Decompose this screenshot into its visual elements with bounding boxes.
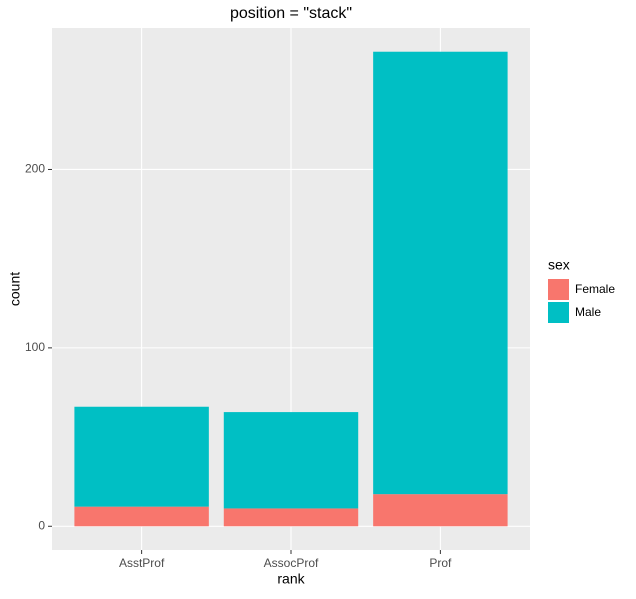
- y-tick-label: 0: [38, 518, 45, 532]
- legend-key: [548, 279, 569, 300]
- chart-title: position = "stack": [230, 5, 352, 22]
- bar-segment: [74, 406, 209, 507]
- y-tick-label: 200: [25, 162, 45, 176]
- x-axis-title: rank: [277, 571, 305, 587]
- x-tick-label: AssocProf: [264, 556, 319, 570]
- x-tick-label: AsstProf: [119, 556, 165, 570]
- legend-label: Male: [575, 305, 601, 319]
- x-tick-label: Prof: [429, 556, 452, 570]
- bar-segment: [373, 494, 508, 527]
- legend-title: sex: [548, 257, 570, 273]
- legend-key: [548, 302, 569, 323]
- bar-segment: [74, 506, 209, 527]
- bar-segment: [373, 51, 508, 495]
- bar-segment: [223, 508, 359, 527]
- y-axis-title: count: [7, 272, 23, 306]
- legend-label: Female: [575, 282, 615, 296]
- y-tick-label: 100: [25, 340, 45, 354]
- bar-segment: [223, 412, 359, 509]
